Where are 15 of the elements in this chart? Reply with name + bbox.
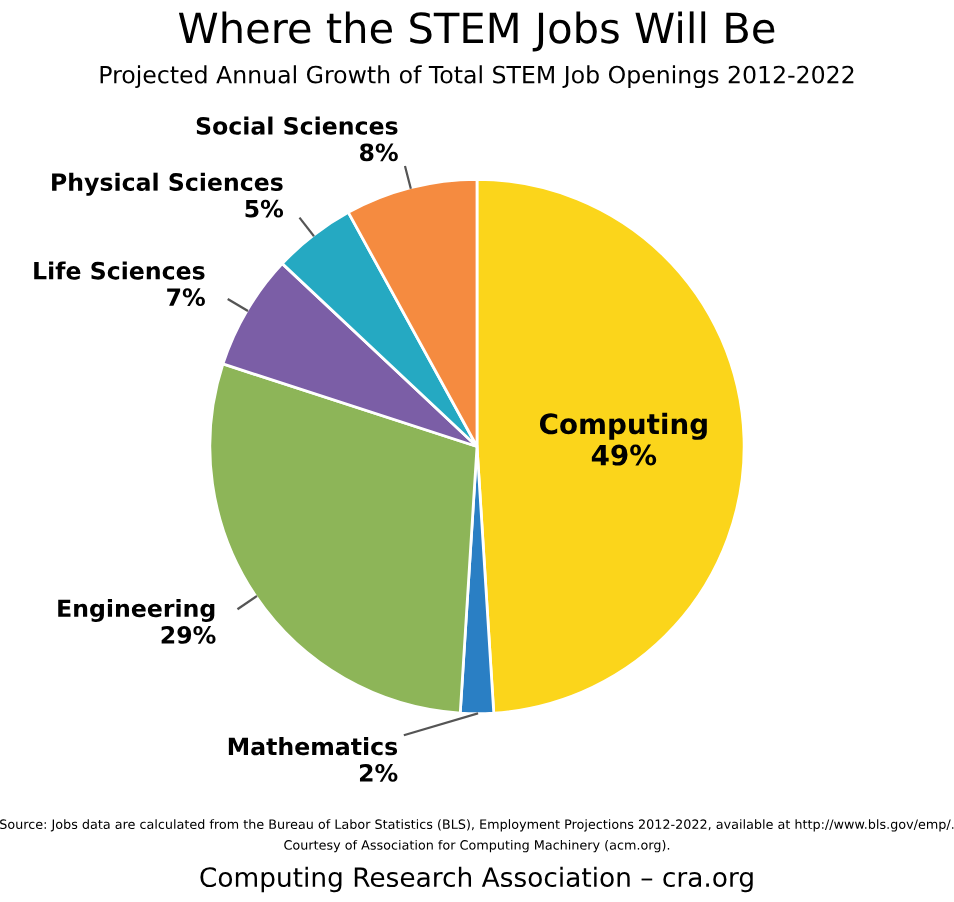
- data-label: 29%: [161, 625, 216, 644]
- data-label: 2%: [359, 763, 398, 782]
- data-label: 7%: [167, 288, 205, 307]
- slice-label: Social Sciences: [196, 116, 398, 135]
- slice-label: Computing: [539, 412, 707, 440]
- slice-label: Mathematics: [228, 737, 398, 756]
- slice-label: Engineering: [58, 598, 215, 622]
- slice-label: Physical Sciences: [52, 172, 283, 196]
- slice-label: Life Sciences: [34, 261, 205, 280]
- chart-subtitle: Projected Annual Growth of Total STEM Job Openings 2012-2022: [100, 65, 854, 89]
- data-label: 49%: [591, 444, 657, 466]
- data-label: 5%: [245, 199, 284, 218]
- chart-title: Where the STEM Jobs Will Be: [178, 11, 775, 52]
- text: Computing Research Association – cra.org: [200, 866, 753, 893]
- data-label: 8%: [359, 143, 398, 162]
